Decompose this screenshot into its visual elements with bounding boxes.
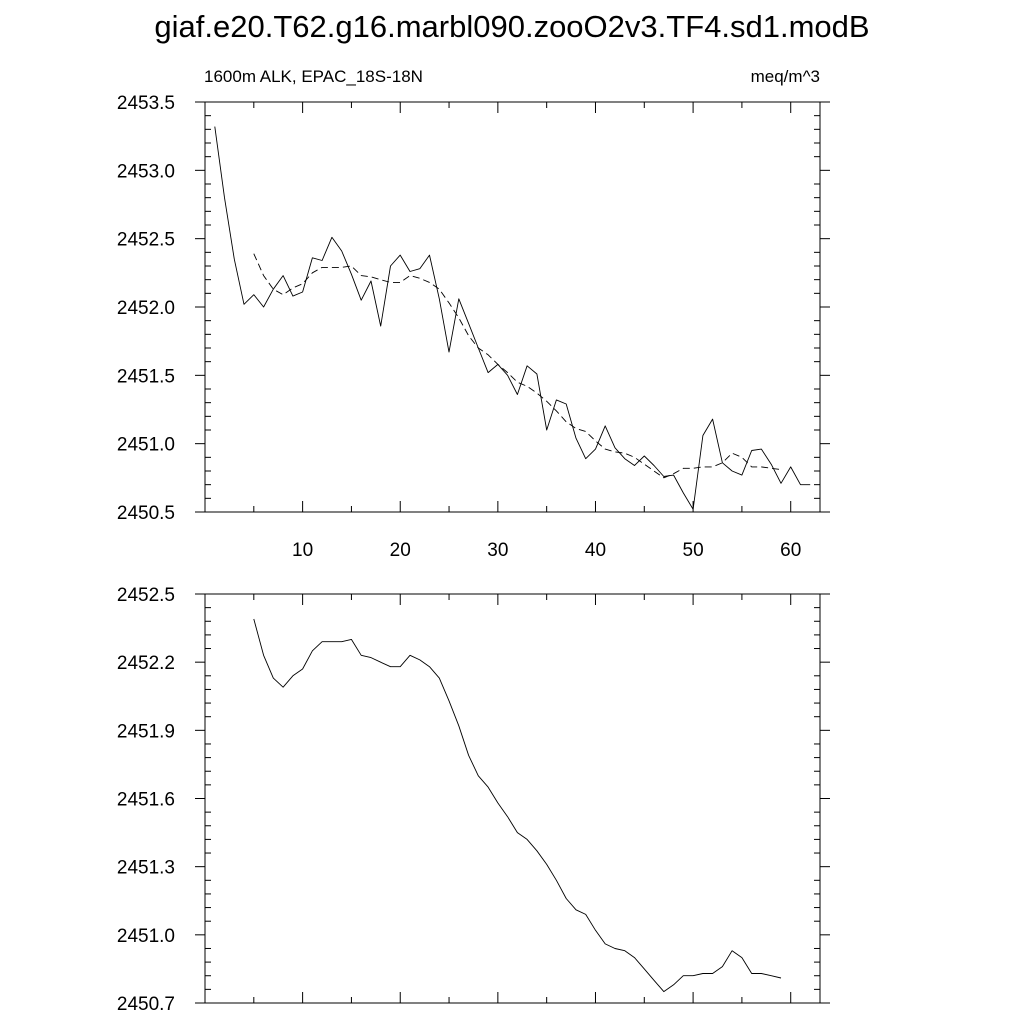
page-title: giaf.e20.T62.g16.marbl090.zooO2v3.TF4.sd… <box>154 9 870 44</box>
chart1-left-subtitle: 1600m ALK, EPAC_18S-18N <box>204 67 423 86</box>
chart2-y-tick-label: 2451.3 <box>117 858 175 879</box>
chart1-x-tick-label: 40 <box>585 540 606 561</box>
chart2-y-tick-label: 2450.7 <box>117 994 175 1015</box>
chart1-x-tick-label: 30 <box>487 540 508 561</box>
chart1-x-tick-label: 10 <box>292 540 313 561</box>
chart1-y-tick-label: 2452.0 <box>117 298 175 319</box>
chart1-x-tick-label: 50 <box>683 540 704 561</box>
chart1-y-tick-label: 2453.5 <box>117 93 175 114</box>
chart1-plot: 10 20 30 40 50 60 2450.5 2451.0 2451.5 2452.0 2452… <box>117 93 830 561</box>
chart1-y-tick-label: 2453.0 <box>117 161 175 182</box>
chart2-y-tick-label: 2452.5 <box>117 585 175 606</box>
chart1-y-tick-label: 2451.5 <box>117 366 175 387</box>
chart2-y-tick-label: 2452.2 <box>117 653 175 674</box>
chart1-x-tick-label: 60 <box>780 540 801 561</box>
chart1-y-tick-label: 2450.5 <box>117 503 175 524</box>
chart1-frame <box>204 101 821 513</box>
chart2-plot: 2450.7 2451.0 2451.3 2451.6 2451.9 2452.2 2452… <box>117 585 830 1015</box>
chart2-y-tick-label: 2451.9 <box>117 721 175 742</box>
chart2-y-tick-label: 2451.0 <box>117 926 175 947</box>
chart1-y-tick-label: 2452.5 <box>117 230 175 251</box>
chart2-series-solid-line <box>253 618 782 993</box>
chart1-y-tick-label: 2451.0 <box>117 435 175 456</box>
chart1-series-solid-line <box>214 126 811 510</box>
chart2-frame <box>204 593 821 1004</box>
chart1-x-tick-label: 20 <box>390 540 411 561</box>
chart1-right-subtitle: meq/m^3 <box>751 67 820 86</box>
chart2-y-tick-label: 2451.6 <box>117 790 175 811</box>
